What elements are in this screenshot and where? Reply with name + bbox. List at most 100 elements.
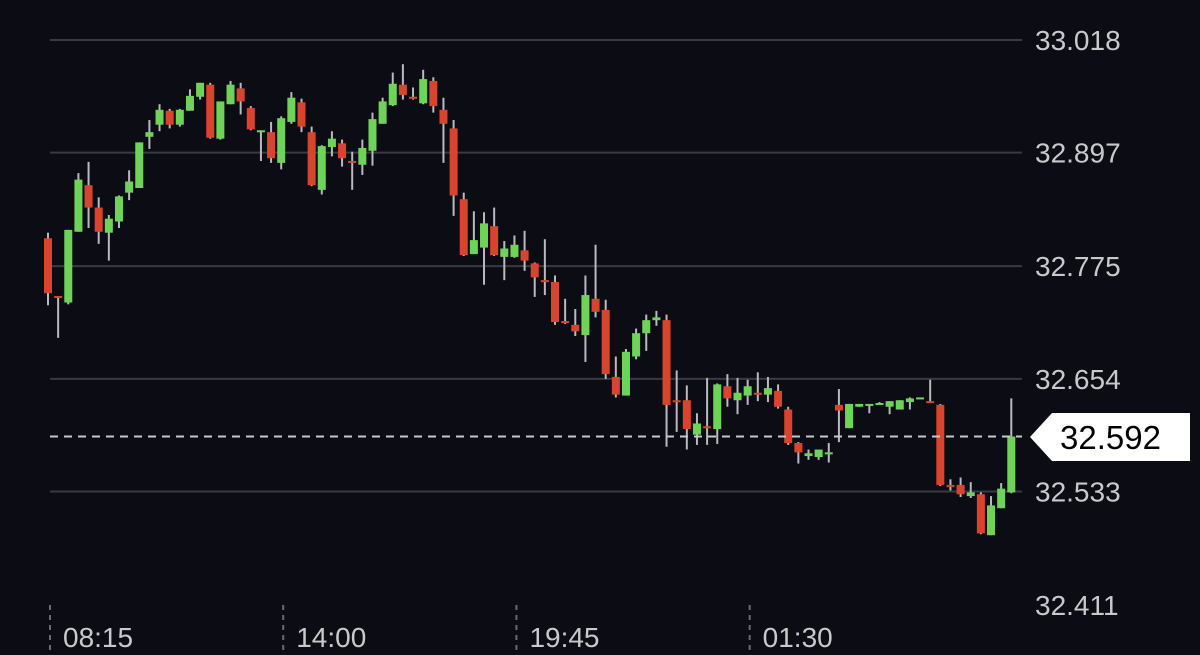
candle-up: [845, 403, 854, 429]
candle-down: [246, 106, 255, 131]
candle-body: [530, 263, 539, 278]
candle-up: [855, 403, 864, 407]
candle-body: [429, 80, 438, 107]
candle-body: [459, 199, 468, 256]
candle-body: [236, 88, 245, 102]
candle-body: [662, 320, 671, 405]
price-tag-shape: [1030, 413, 1190, 461]
candle-down: [784, 406, 793, 445]
candle-up: [905, 397, 914, 410]
candle-up: [621, 349, 630, 396]
candle-up: [987, 496, 996, 536]
candle-body: [277, 118, 286, 163]
candle-up: [74, 173, 83, 232]
candle-body: [348, 161, 357, 164]
candle-up: [743, 379, 752, 405]
candle-body: [44, 238, 52, 294]
candle-body: [824, 452, 833, 455]
candle-up: [824, 443, 833, 463]
y-tick-label: 33.018: [1035, 25, 1121, 56]
candle-down: [398, 64, 407, 100]
candle-up: [652, 310, 661, 326]
candle-up: [277, 116, 286, 170]
candle-up: [64, 229, 73, 305]
candle-body: [987, 505, 996, 536]
candle-body: [388, 83, 397, 106]
candle-down: [611, 356, 620, 398]
candle-body: [855, 403, 864, 407]
candle-down: [662, 314, 671, 447]
candle-body: [307, 132, 316, 186]
y-tick-label: 32.533: [1035, 476, 1121, 507]
candle-body: [216, 101, 225, 139]
candle-body: [926, 401, 935, 404]
candle-down: [561, 298, 570, 324]
candle-up: [145, 120, 154, 149]
candle-body: [672, 400, 681, 403]
candle-body: [510, 244, 519, 257]
candle-body: [743, 386, 752, 396]
candle-body: [155, 109, 164, 125]
candle-body: [936, 404, 945, 485]
candle-body: [905, 398, 914, 403]
candle-down: [348, 151, 357, 190]
candle-up: [185, 89, 194, 111]
candle-body: [226, 84, 235, 105]
candle-body: [682, 400, 691, 430]
candle-body: [398, 84, 407, 95]
candle-down: [165, 108, 174, 129]
candle-body: [317, 146, 326, 190]
candle-up: [175, 108, 184, 127]
candle-down: [571, 309, 580, 336]
candle-body: [875, 403, 884, 406]
candle-body: [601, 309, 610, 375]
candle-up: [317, 145, 326, 195]
candle-body: [490, 226, 499, 256]
candle-body: [520, 250, 529, 261]
candle-up: [368, 112, 377, 166]
candle-up: [1007, 398, 1016, 494]
x-tick-label: 14:00: [296, 622, 366, 653]
candle-down: [551, 275, 559, 325]
candles: [44, 64, 1016, 536]
x-axis: 08:15 14:00 19:45 01:30: [49, 605, 833, 655]
candle-body: [976, 494, 985, 534]
candle-up: [104, 214, 113, 261]
candle-down: [449, 120, 458, 216]
candle-body: [125, 181, 134, 193]
candle-body: [966, 492, 975, 497]
candle-up: [480, 212, 489, 285]
candle-up: [865, 403, 874, 414]
candle-body: [621, 351, 630, 396]
candle-down: [44, 232, 52, 306]
candle-body: [175, 109, 184, 125]
candle-body: [500, 248, 509, 257]
candle-body: [845, 403, 854, 429]
candle-down: [540, 239, 549, 296]
x-tick-label: 19:45: [529, 622, 599, 653]
candle-down: [703, 377, 712, 445]
candle-body: [642, 320, 651, 334]
candle-body: [246, 107, 255, 130]
candle-down: [206, 82, 215, 139]
candle-body: [865, 403, 874, 406]
candle-body: [763, 388, 772, 395]
candle-body: [713, 384, 722, 430]
candle-down: [774, 384, 783, 409]
candle-down: [297, 98, 306, 133]
candle-body: [561, 321, 570, 324]
candle-up: [500, 241, 509, 281]
candle-body: [834, 404, 843, 411]
candle-up: [216, 101, 225, 140]
candle-up: [997, 483, 1006, 509]
candle-body: [419, 79, 428, 104]
candle-up: [632, 328, 641, 360]
candle-down: [723, 374, 732, 407]
candle-down: [409, 87, 418, 100]
candle-body: [916, 397, 925, 400]
candle-up: [378, 97, 387, 124]
candle-body: [104, 218, 113, 233]
x-tick-label: 01:30: [763, 622, 833, 653]
candle-up: [510, 235, 519, 258]
